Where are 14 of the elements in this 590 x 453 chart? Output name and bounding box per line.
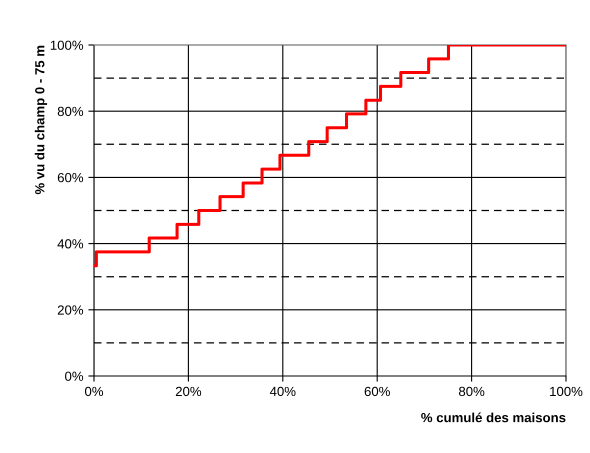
x-tick-label: 80%	[458, 386, 484, 396]
x-tick-label: 60%	[364, 386, 390, 396]
y-tick-label: 60%	[58, 172, 84, 182]
y-tick-label: 100%	[50, 40, 84, 50]
y-axis-title: % vu du champ 0 - 75 m	[34, 46, 48, 194]
y-tick-label: 0%	[65, 372, 84, 381]
x-tick-label: 0%	[84, 386, 104, 396]
y-tick-label: 80%	[58, 106, 84, 116]
y-tick-label: 20%	[58, 305, 84, 315]
x-axis-title: % cumulé des maisons	[421, 412, 566, 422]
x-tick-label: 100%	[550, 386, 582, 396]
y-tick-label: 40%	[57, 239, 84, 249]
x-tick-label: 20%	[176, 386, 202, 396]
x-tick-label: 40%	[270, 386, 296, 396]
